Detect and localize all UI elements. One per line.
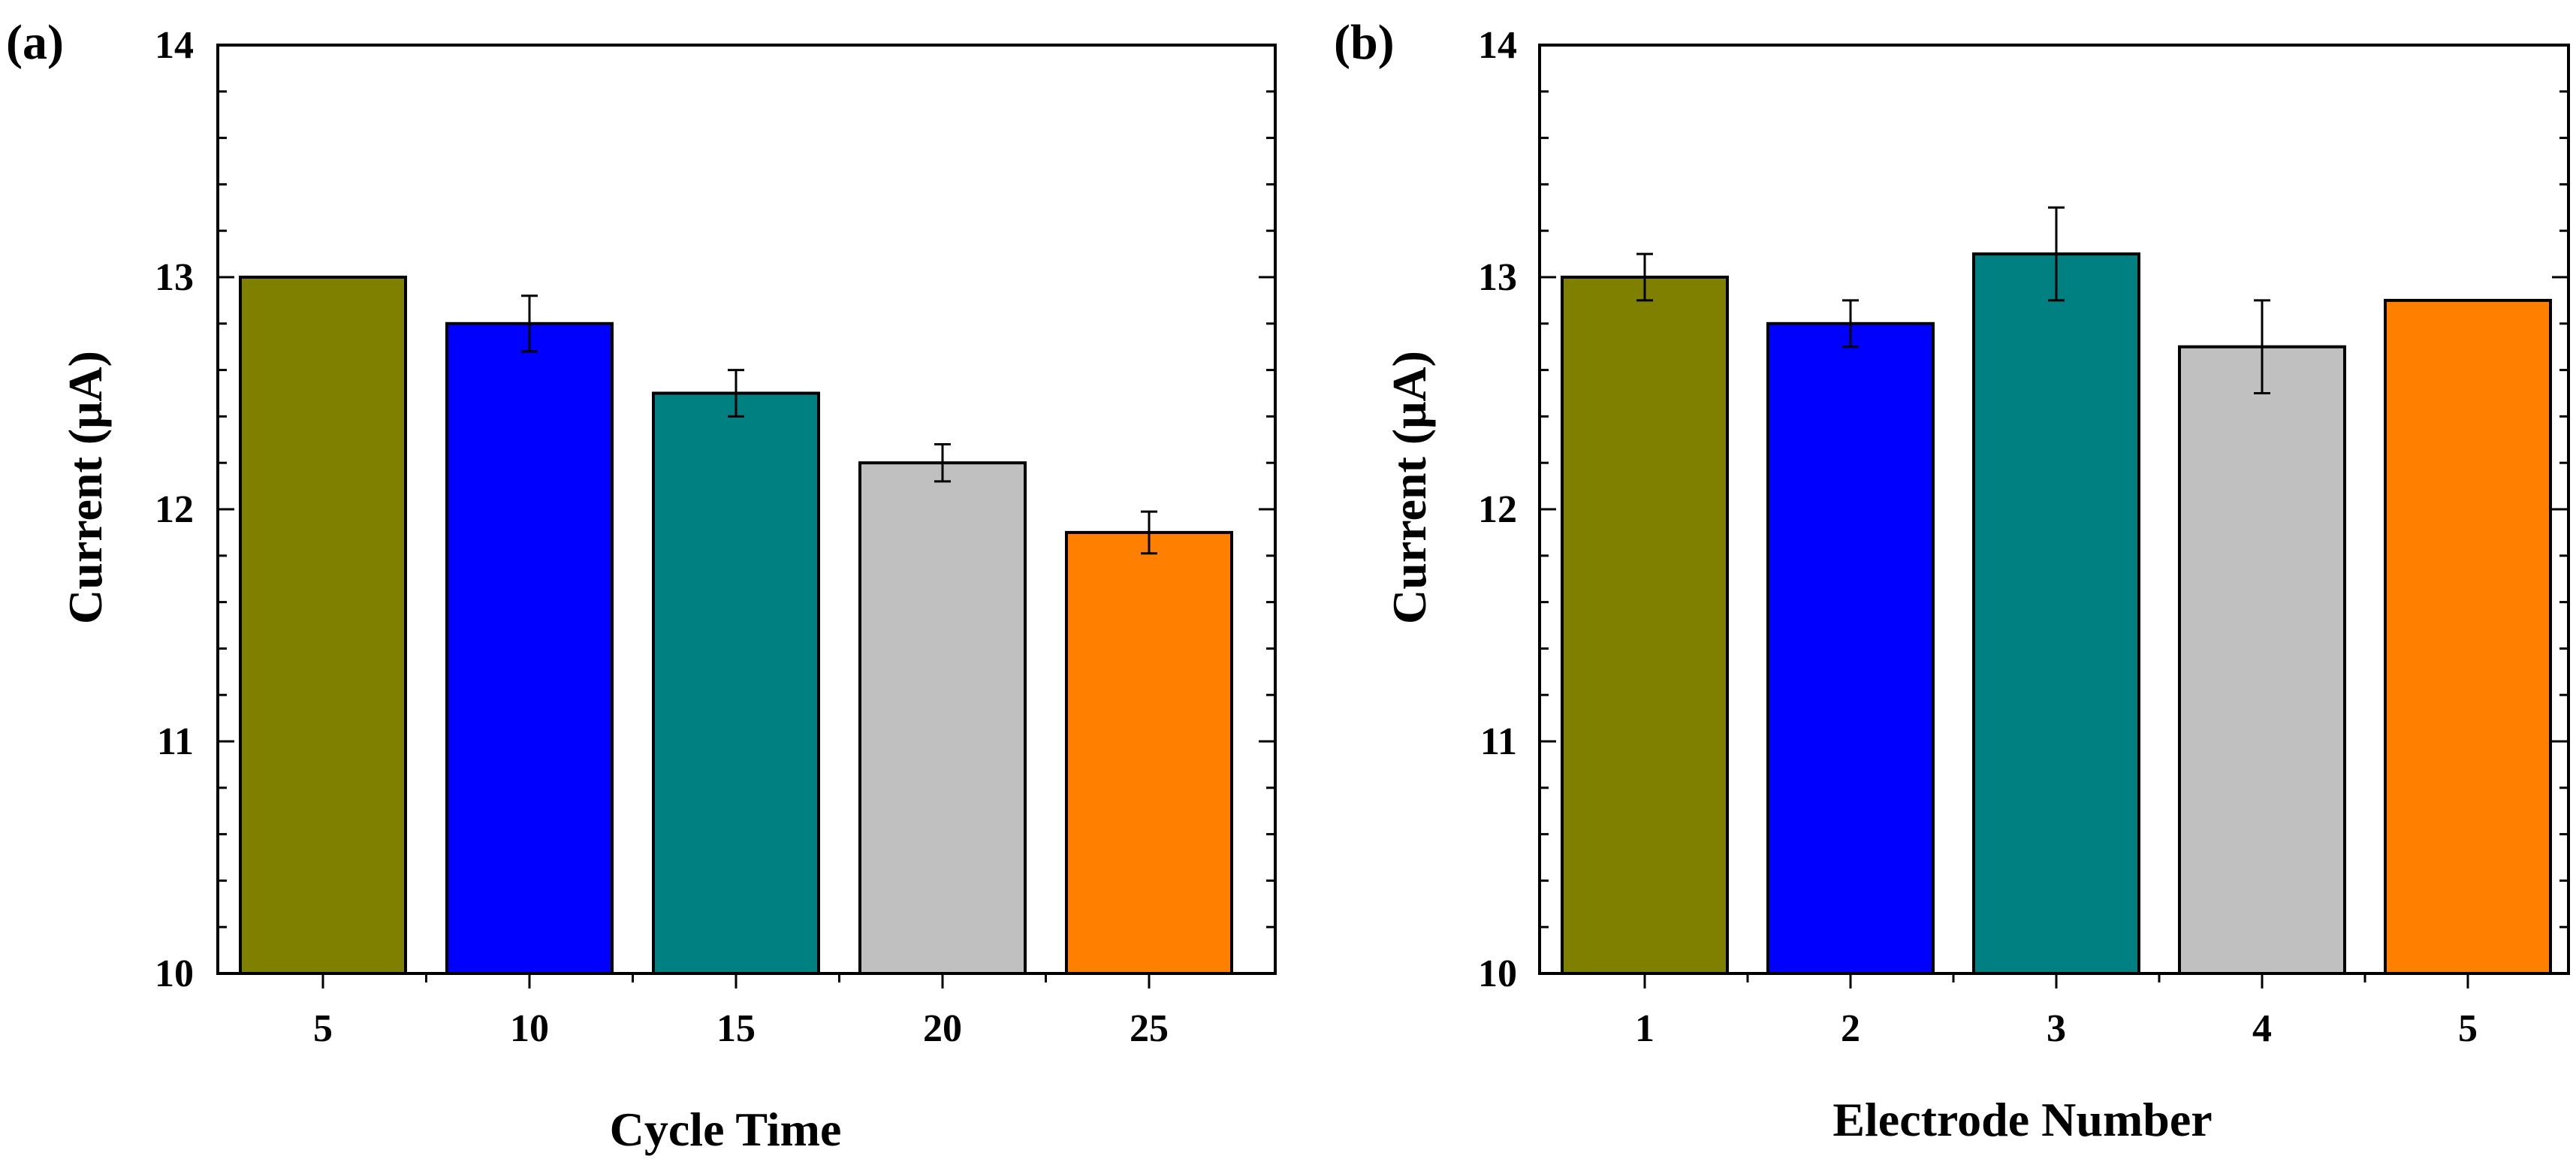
panel-a-bar — [239, 276, 407, 975]
panel-b-bar — [1766, 321, 1935, 975]
panel-b-xtick-label: 5 — [2458, 1007, 2478, 1050]
panel-a-bar — [445, 321, 614, 975]
panel-b-error-bar — [2048, 206, 2065, 302]
panel-a-label: (a) — [6, 15, 64, 70]
panel-a-plot-frame — [216, 44, 1277, 975]
panel-b-ytick-label: 10 — [1478, 952, 1517, 995]
panel-b-bar — [2384, 298, 2552, 975]
panel-b-label: (b) — [1334, 15, 1395, 70]
panel-a-ytick-label: 13 — [155, 256, 194, 299]
panel-b-error-bar — [1636, 252, 1653, 302]
panel-b-bar — [2178, 345, 2346, 975]
panel-a-bar — [652, 391, 820, 975]
panel-b-x-tick-labels: 1 2 3 4 5 — [1635, 1007, 2478, 1050]
panel-a-ytick-label: 12 — [155, 488, 194, 531]
panel-b-bars — [1561, 206, 2552, 976]
panel-a-xtick-label: 10 — [510, 1007, 549, 1050]
panel-b-y-tick-labels: 10 11 12 13 14 — [1478, 24, 1517, 995]
panel-a-ytick-label: 10 — [155, 952, 194, 995]
panel-a-y-axis-title: Current (μA) — [59, 351, 112, 624]
panel-a-xtick-label: 15 — [716, 1007, 756, 1050]
panel-a-error-bar — [934, 442, 951, 483]
panel-b-x-axis-title: Electrode Number — [1832, 1093, 2212, 1146]
panel-b-xtick-label: 4 — [2252, 1007, 2272, 1050]
panel-b-plot-frame — [1538, 44, 2570, 975]
panel-b-ytick-label: 11 — [1480, 720, 1517, 763]
panel-b-bar — [1972, 252, 2140, 976]
panel-b-ytick-label: 12 — [1478, 488, 1517, 531]
panel-b-xtick-label: 3 — [2047, 1007, 2066, 1050]
panel-a-xtick-label: 25 — [1130, 1007, 1169, 1050]
panel-b-bar — [1561, 276, 1729, 975]
panel-a-y-tick-labels: 10 11 12 13 14 — [155, 24, 194, 995]
panel-b: (b) Current (μA) Electrode Number 10 11 … — [1334, 15, 2570, 1146]
panel-b-xtick-label: 2 — [1841, 1007, 1860, 1050]
panel-a-x-tick-labels: 5 10 15 20 25 — [313, 1007, 1169, 1050]
panel-a-xtick-label: 20 — [923, 1007, 962, 1050]
panel-a-bar — [858, 461, 1027, 975]
panel-b-ytick-label: 13 — [1478, 256, 1517, 299]
panel-a: (a) Current (μA) Cycle Time 10 11 12 13 … — [6, 15, 1277, 1156]
panel-a-error-bar — [1141, 510, 1157, 555]
panel-b-error-bar — [1842, 299, 1859, 349]
panel-b-ytick-label: 14 — [1478, 24, 1517, 67]
panel-a-ytick-label: 11 — [157, 720, 194, 763]
panel-b-error-bar — [2254, 299, 2270, 394]
panel-a-error-bar — [728, 369, 744, 418]
panel-a-error-bar — [521, 294, 538, 353]
panel-a-bars — [239, 276, 1233, 975]
panel-a-ytick-label: 14 — [155, 24, 194, 67]
panel-b-xtick-label: 1 — [1635, 1007, 1654, 1050]
panel-a-bar — [1065, 530, 1233, 975]
panel-a-x-axis-title: Cycle Time — [610, 1103, 842, 1156]
panel-a-xtick-label: 5 — [313, 1007, 333, 1050]
panel-b-y-axis-title: Current (μA) — [1383, 351, 1436, 624]
